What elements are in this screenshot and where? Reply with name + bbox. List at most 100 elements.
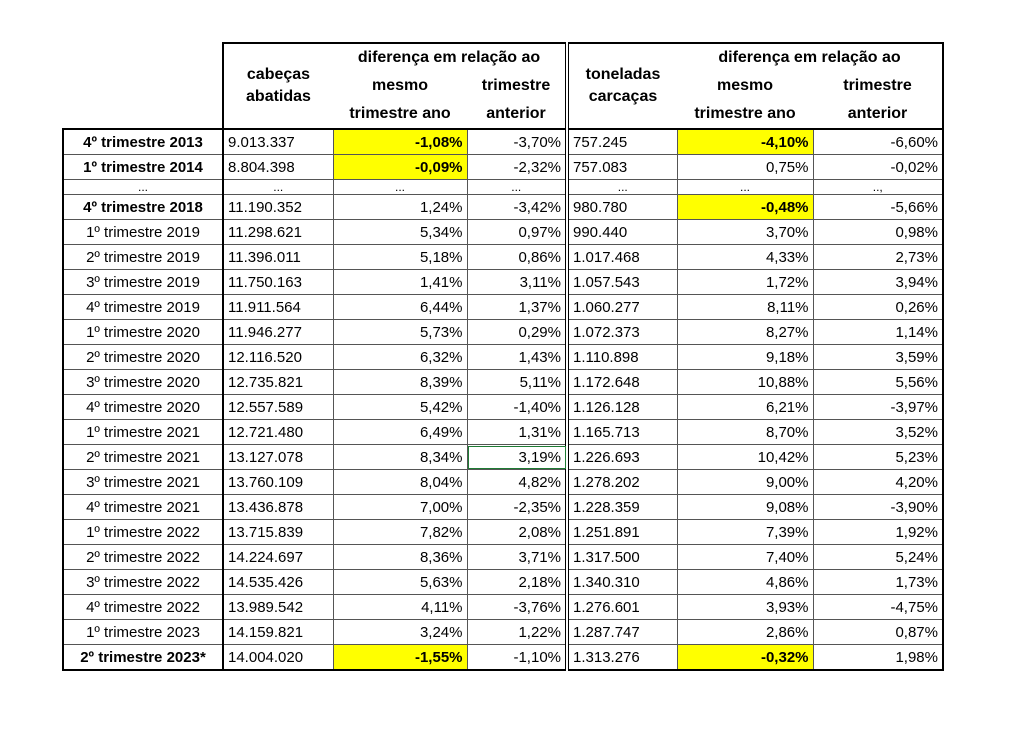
- cell-ton-same[interactable]: -0,48%: [677, 194, 814, 220]
- cell-cab-same[interactable]: 7,82%: [333, 519, 468, 545]
- cell-cab[interactable]: 13.760.109: [223, 469, 334, 495]
- cell-cab[interactable]: 9.013.337: [223, 129, 334, 155]
- cell-ton-prev[interactable]: -3,90%: [813, 494, 944, 520]
- cell-ton-prev[interactable]: 1,92%: [813, 519, 944, 545]
- row-label[interactable]: ...: [62, 179, 224, 195]
- cell-cab-same[interactable]: 5,73%: [333, 319, 468, 345]
- cell-cab[interactable]: 12.116.520: [223, 344, 334, 370]
- cell-ton[interactable]: 990.440: [565, 219, 678, 245]
- cell-cab-prev[interactable]: 0,97%: [467, 219, 568, 245]
- cell-ton-prev[interactable]: 3,52%: [813, 419, 944, 445]
- cell-ton-prev[interactable]: 3,94%: [813, 269, 944, 295]
- cell-cab-same[interactable]: 1,24%: [333, 194, 468, 220]
- cell-cab-prev[interactable]: 3,19%: [467, 444, 568, 470]
- cell-cab[interactable]: 13.715.839: [223, 519, 334, 545]
- cell-ton-prev[interactable]: 0,87%: [813, 619, 944, 645]
- cell-ton[interactable]: 1.072.373: [565, 319, 678, 345]
- cell-ton-prev[interactable]: -3,97%: [813, 394, 944, 420]
- cell-cab[interactable]: 13.436.878: [223, 494, 334, 520]
- cell-ton[interactable]: 1.340.310: [565, 569, 678, 595]
- row-label[interactable]: 4º trimestre 2018: [62, 194, 224, 220]
- row-label[interactable]: 1º trimestre 2022: [62, 519, 224, 545]
- cell-cab-prev[interactable]: 2,08%: [467, 519, 568, 545]
- cell-ton-same[interactable]: 10,88%: [677, 369, 814, 395]
- cell-cab-prev[interactable]: -1,40%: [467, 394, 568, 420]
- cell-ton-prev[interactable]: -5,66%: [813, 194, 944, 220]
- row-label[interactable]: 3º trimestre 2020: [62, 369, 224, 395]
- cell-cab-same[interactable]: -1,08%: [333, 129, 468, 155]
- cell-cab-same[interactable]: 6,32%: [333, 344, 468, 370]
- cell-ton[interactable]: 1.313.276: [565, 644, 678, 671]
- cell-cab[interactable]: 14.159.821: [223, 619, 334, 645]
- cell-cab-same[interactable]: 6,44%: [333, 294, 468, 320]
- cell-ton-same[interactable]: 4,86%: [677, 569, 814, 595]
- cell-cab-same[interactable]: 5,18%: [333, 244, 468, 270]
- cell-cab-same[interactable]: 8,36%: [333, 544, 468, 570]
- cell-cab-prev[interactable]: 1,22%: [467, 619, 568, 645]
- cell-ton-same[interactable]: 7,39%: [677, 519, 814, 545]
- row-label[interactable]: 3º trimestre 2021: [62, 469, 224, 495]
- cell-ton[interactable]: 1.251.891: [565, 519, 678, 545]
- cell-ton-same[interactable]: 1,72%: [677, 269, 814, 295]
- cell-ton-prev[interactable]: 3,59%: [813, 344, 944, 370]
- row-label[interactable]: 3º trimestre 2019: [62, 269, 224, 295]
- row-label[interactable]: 2º trimestre 2023*: [62, 644, 224, 671]
- cell-cab-same[interactable]: 7,00%: [333, 494, 468, 520]
- cell-ton-prev[interactable]: -4,75%: [813, 594, 944, 620]
- cell-cab-prev[interactable]: 5,11%: [467, 369, 568, 395]
- cell-cab-prev[interactable]: 1,43%: [467, 344, 568, 370]
- cell-cab-same[interactable]: 6,49%: [333, 419, 468, 445]
- cell-ton-same[interactable]: 9,18%: [677, 344, 814, 370]
- cell-ton-prev[interactable]: -0,02%: [813, 154, 944, 180]
- cell-cab-prev[interactable]: -3,70%: [467, 129, 568, 155]
- cell-ton[interactable]: 1.017.468: [565, 244, 678, 270]
- cell-cab[interactable]: 8.804.398: [223, 154, 334, 180]
- row-label[interactable]: 2º trimestre 2019: [62, 244, 224, 270]
- cell-cab[interactable]: 14.535.426: [223, 569, 334, 595]
- cell-cab-same[interactable]: 8,04%: [333, 469, 468, 495]
- cell-ton[interactable]: 1.165.713: [565, 419, 678, 445]
- cell-ton-same[interactable]: 6,21%: [677, 394, 814, 420]
- cell-cab[interactable]: 12.557.589: [223, 394, 334, 420]
- cell-ton-same[interactable]: 4,33%: [677, 244, 814, 270]
- cell-ton-prev[interactable]: -6,60%: [813, 129, 944, 155]
- cell-ton-prev[interactable]: 1,98%: [813, 644, 944, 671]
- cell-cab-prev[interactable]: -3,42%: [467, 194, 568, 220]
- cell-cab-prev[interactable]: ...: [467, 179, 568, 195]
- cell-cab[interactable]: 11.396.011: [223, 244, 334, 270]
- cell-cab-prev[interactable]: -2,35%: [467, 494, 568, 520]
- cell-ton[interactable]: 1.126.128: [565, 394, 678, 420]
- cell-ton-prev[interactable]: 2,73%: [813, 244, 944, 270]
- cell-cab-same[interactable]: 1,41%: [333, 269, 468, 295]
- cell-cab-prev[interactable]: 1,31%: [467, 419, 568, 445]
- cell-cab[interactable]: ...: [223, 179, 334, 195]
- cell-ton[interactable]: 757.083: [565, 154, 678, 180]
- cell-cab-prev[interactable]: 4,82%: [467, 469, 568, 495]
- cell-ton-prev[interactable]: ..,: [813, 179, 944, 195]
- cell-cab[interactable]: 14.224.697: [223, 544, 334, 570]
- cell-cab[interactable]: 11.750.163: [223, 269, 334, 295]
- cell-cab-prev[interactable]: 3,11%: [467, 269, 568, 295]
- cell-cab-prev[interactable]: -2,32%: [467, 154, 568, 180]
- cell-cab[interactable]: 12.721.480: [223, 419, 334, 445]
- cell-ton-same[interactable]: 8,11%: [677, 294, 814, 320]
- cell-ton-prev[interactable]: 5,24%: [813, 544, 944, 570]
- cell-cab-prev[interactable]: -1,10%: [467, 644, 568, 671]
- cell-cab-same[interactable]: 8,34%: [333, 444, 468, 470]
- cell-ton-same[interactable]: 0,75%: [677, 154, 814, 180]
- cell-cab-same[interactable]: 8,39%: [333, 369, 468, 395]
- cell-cab-prev[interactable]: -3,76%: [467, 594, 568, 620]
- cell-cab-prev[interactable]: 3,71%: [467, 544, 568, 570]
- cell-ton[interactable]: 1.287.747: [565, 619, 678, 645]
- row-label[interactable]: 1º trimestre 2021: [62, 419, 224, 445]
- row-label[interactable]: 4º trimestre 2013: [62, 128, 224, 155]
- cell-ton-same[interactable]: 7,40%: [677, 544, 814, 570]
- row-label[interactable]: 4º trimestre 2020: [62, 394, 224, 420]
- cell-ton[interactable]: 1.278.202: [565, 469, 678, 495]
- cell-cab[interactable]: 11.911.564: [223, 294, 334, 320]
- cell-cab-prev[interactable]: 0,29%: [467, 319, 568, 345]
- cell-ton[interactable]: ...: [565, 179, 678, 195]
- cell-cab-same[interactable]: -0,09%: [333, 154, 468, 180]
- cell-cab-prev[interactable]: 1,37%: [467, 294, 568, 320]
- cell-ton[interactable]: 1.110.898: [565, 344, 678, 370]
